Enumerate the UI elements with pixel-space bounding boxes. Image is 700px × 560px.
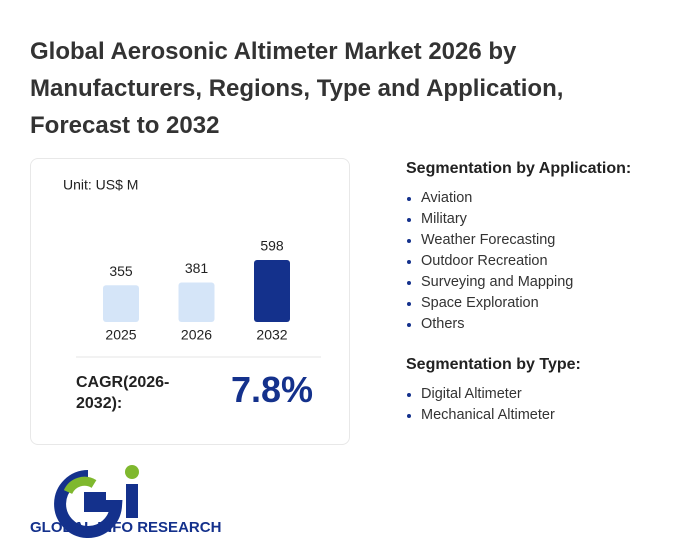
segment-block: Segmentation by Type: Digital Altimeter Me… [406, 356, 581, 426]
logo-i [126, 484, 138, 518]
category-label: 2026 [181, 327, 212, 343]
segment-title: Segmentation by Type: [406, 356, 581, 373]
cagr-value: 7.8% [231, 369, 314, 410]
bar [254, 260, 290, 322]
segment-item: Digital Altimeter [406, 384, 581, 405]
value-label: 355 [109, 263, 133, 279]
segment-item: Others [406, 314, 631, 335]
logo-accent [63, 476, 97, 495]
value-label: 598 [260, 238, 284, 254]
category-label: 2025 [105, 327, 136, 343]
value-label: 381 [185, 260, 209, 276]
segment-title: Segmentation by Application: [406, 160, 632, 177]
segment-item: Outdoor Recreation [406, 251, 631, 272]
logo-text: GLOBAL INFO RESEARCH [30, 519, 221, 536]
segment-list: Aviation Military Weather Forecasting Outdo… [406, 188, 631, 335]
segment-list: Digital Altimeter Mechanical Altimeter [406, 384, 581, 426]
logo-dot [125, 465, 139, 479]
category-label: 2032 [256, 327, 287, 343]
segment-item: Space Exploration [406, 293, 631, 314]
page-title: Global Aerosonic Altimeter Market 2026 b… [30, 38, 564, 139]
unit-label: Unit: US$ M [63, 177, 138, 193]
segment-item: Mechanical Altimeter [406, 405, 581, 426]
segment-block: Segmentation by Application: Aviation Mili… [406, 160, 631, 335]
segment-item: Aviation [406, 188, 631, 209]
bar [178, 282, 215, 322]
logo: GLOBAL INFO RESEARCH [30, 465, 221, 538]
segment-item: Weather Forecasting [406, 230, 631, 251]
chart: Unit: US$ M 355 2025 381 2026 598 2032 [63, 177, 321, 358]
bar [103, 285, 139, 322]
segment-item: Military [406, 209, 631, 230]
segment-item: Surveying and Mapping [406, 272, 631, 293]
market-card: Unit: US$ M 355 2025 381 2026 598 2032 CAGR(2… [30, 158, 350, 445]
cagr-label: CAGR(2026-2032): [76, 374, 170, 412]
